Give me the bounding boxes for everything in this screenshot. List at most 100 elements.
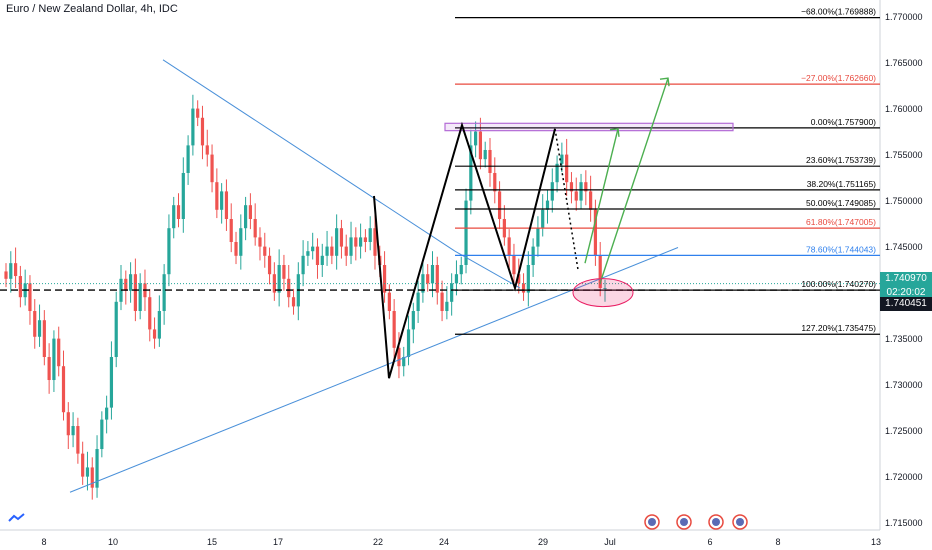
- candle: [181, 157, 185, 233]
- candle-body: [565, 154, 569, 183]
- x-tick-label: 15: [207, 537, 217, 547]
- candle-body: [33, 311, 37, 337]
- candle-body: [229, 218, 233, 242]
- candle-body: [162, 274, 166, 312]
- x-tick-label: Jul: [604, 537, 616, 547]
- candle-body: [4, 271, 8, 279]
- candle: [301, 240, 305, 287]
- candle: [205, 129, 209, 167]
- candle: [502, 205, 506, 246]
- candle: [176, 193, 181, 228]
- highlight-ellipse: [572, 278, 634, 308]
- candle: [526, 251, 530, 307]
- candle: [584, 170, 588, 206]
- candle: [488, 138, 492, 187]
- candle: [128, 262, 133, 303]
- candle-body: [344, 246, 348, 256]
- candle: [105, 395, 109, 434]
- candle: [382, 251, 387, 303]
- candle-body: [18, 276, 22, 298]
- candle-body: [426, 274, 430, 284]
- candle-body: [148, 297, 152, 330]
- candle: [66, 402, 70, 450]
- candle-body: [47, 357, 51, 381]
- candle-body: [200, 117, 205, 146]
- candle: [325, 230, 329, 266]
- candle: [162, 264, 166, 325]
- candle-body: [258, 237, 262, 247]
- candle: [469, 129, 473, 215]
- candle-body: [483, 149, 487, 160]
- candle-body: [478, 131, 483, 160]
- candle-body: [598, 255, 602, 289]
- candle-body: [66, 412, 70, 436]
- candle: [560, 142, 564, 173]
- candle: [57, 326, 61, 377]
- candle: [76, 417, 80, 464]
- candle-body: [411, 311, 415, 330]
- x-tick-label: 17: [273, 537, 283, 547]
- candle: [234, 231, 238, 265]
- candle: [220, 183, 224, 224]
- candle-body: [157, 311, 161, 339]
- candle: [47, 343, 51, 394]
- candle: [315, 238, 320, 279]
- candle: [61, 350, 66, 421]
- candle: [167, 214, 171, 287]
- tradingview-logo-icon[interactable]: [6, 510, 28, 526]
- x-tick-label: 29: [538, 537, 548, 547]
- candle-body: [109, 357, 114, 408]
- event-icon-inner: [680, 518, 688, 526]
- candle-body: [450, 283, 454, 302]
- candle: [555, 155, 559, 193]
- x-tick-label: 8: [41, 537, 46, 547]
- candle-body: [517, 274, 521, 284]
- candle: [493, 157, 497, 204]
- fib-level-label: 50.00%(1.749085): [806, 198, 876, 208]
- candle: [512, 243, 516, 287]
- candle-body: [402, 357, 406, 367]
- candle: [478, 117, 483, 170]
- candle-body: [397, 347, 401, 367]
- candle: [320, 243, 324, 277]
- projection-arrow-line: [584, 128, 619, 264]
- candle: [287, 265, 291, 308]
- candle-body: [382, 265, 387, 293]
- candle: [589, 175, 593, 222]
- candle: [421, 258, 425, 303]
- y-tick-label: 1.755000: [885, 150, 923, 160]
- candle-body: [320, 255, 324, 265]
- candle-body: [435, 265, 439, 293]
- candle-body: [133, 274, 137, 312]
- candle-body: [603, 288, 607, 290]
- candle-body: [574, 191, 578, 201]
- candle-body: [100, 419, 104, 450]
- candle: [272, 262, 276, 301]
- candle: [196, 100, 200, 127]
- candle: [598, 241, 602, 297]
- y-tick-label: 1.735000: [885, 334, 923, 344]
- candle: [541, 194, 545, 237]
- candle-body: [37, 320, 42, 337]
- candle-body: [234, 241, 238, 256]
- candle: [450, 273, 454, 316]
- candle: [306, 241, 310, 266]
- candle-body: [579, 182, 583, 201]
- candle-body: [138, 283, 142, 312]
- candle: [9, 251, 13, 293]
- candle: [81, 441, 85, 485]
- candle: [148, 288, 152, 342]
- chart-title: Euro / New Zealand Dollar, 4h, IDC: [6, 3, 178, 15]
- candle: [239, 214, 243, 270]
- candle-body: [277, 265, 281, 293]
- candle: [497, 181, 502, 230]
- candle-body: [474, 131, 478, 146]
- candle: [330, 236, 334, 265]
- candle-body: [536, 228, 540, 247]
- candle: [18, 265, 22, 308]
- upper-trendline: [162, 59, 456, 252]
- candle-body: [61, 366, 66, 413]
- fib-level-label: 38.20%(1.751165): [807, 179, 876, 189]
- candle-body: [440, 292, 444, 312]
